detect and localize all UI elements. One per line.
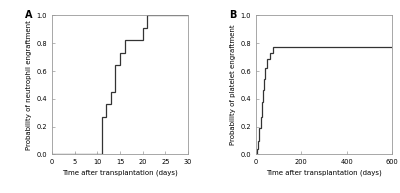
Text: B: B <box>229 10 236 20</box>
X-axis label: Time after transplantation (days): Time after transplantation (days) <box>62 169 178 176</box>
Y-axis label: Probability of platelet engraftment: Probability of platelet engraftment <box>230 25 236 145</box>
Text: A: A <box>25 10 32 20</box>
X-axis label: Time after transplantation (days): Time after transplantation (days) <box>266 169 382 176</box>
Y-axis label: Probability of neutrophil engraftment: Probability of neutrophil engraftment <box>26 20 32 150</box>
